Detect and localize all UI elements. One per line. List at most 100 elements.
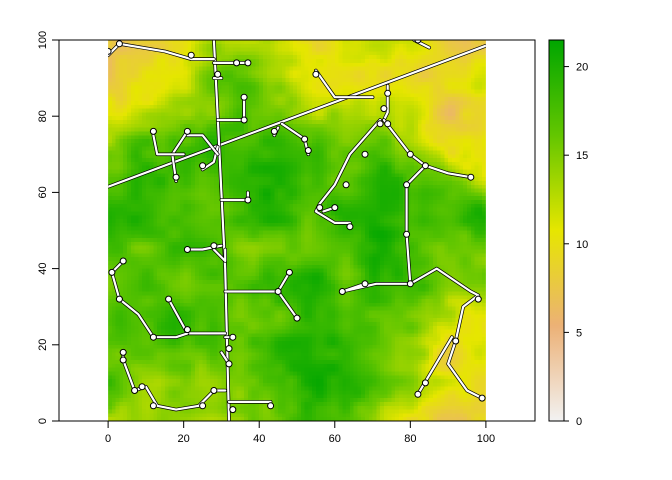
network-node — [474, 295, 482, 303]
x-tick-label: 20 — [178, 433, 190, 445]
road-segment — [186, 134, 219, 156]
road-segment — [314, 118, 382, 224]
network-node — [199, 162, 207, 170]
network-node — [346, 223, 354, 231]
network-node — [301, 135, 309, 143]
network-node — [421, 162, 429, 170]
network-node — [361, 150, 369, 158]
y-tick-label: 80 — [37, 110, 49, 122]
network-node — [304, 147, 312, 154]
network-node — [384, 120, 392, 128]
road-segment — [409, 267, 484, 400]
network-node — [244, 59, 252, 67]
x-tick-label: 40 — [253, 433, 265, 445]
colorbar-tick-label: 5 — [576, 327, 582, 339]
network-node — [285, 268, 293, 276]
raster-heatmap — [108, 40, 486, 421]
x-tick-label: 0 — [105, 433, 111, 445]
x-tick-label: 60 — [329, 433, 341, 445]
road-segment — [405, 164, 427, 285]
network-node — [316, 204, 324, 212]
network-node — [210, 387, 218, 394]
network-node — [149, 333, 157, 341]
y-axis: 0 20 40 60 80 100 — [37, 31, 60, 424]
network-node — [240, 116, 248, 124]
y-tick-label: 0 — [37, 418, 49, 424]
network-node — [138, 383, 146, 391]
x-tick-label: 80 — [404, 433, 416, 445]
network-node — [403, 181, 411, 189]
road-segment — [314, 69, 374, 99]
y-tick-label: 60 — [37, 186, 49, 198]
road-segment — [341, 282, 412, 293]
network-node — [183, 127, 191, 135]
y-tick-label: 100 — [37, 31, 49, 49]
raster-area — [108, 40, 486, 421]
network-nodes — [108, 40, 486, 414]
y-tick-label: 40 — [37, 262, 49, 274]
network-node — [342, 181, 350, 189]
network-node — [108, 268, 116, 276]
network-node — [267, 402, 275, 410]
network-node — [270, 127, 278, 135]
network-node — [131, 387, 139, 394]
colorbar-tick-label: 20 — [576, 62, 588, 74]
network-node — [172, 173, 180, 181]
colorbar-ticks: 0 5 10 15 20 — [564, 62, 588, 428]
network-node — [331, 204, 339, 212]
network-node — [274, 288, 282, 295]
network-node — [414, 40, 422, 44]
network-node — [119, 348, 127, 356]
network-node — [380, 105, 388, 113]
network-node — [119, 356, 127, 364]
network-node — [229, 406, 237, 414]
network-node — [376, 120, 384, 128]
network-node — [119, 257, 127, 265]
colorbar-gradient — [548, 39, 565, 422]
network-node — [108, 47, 112, 55]
network-node — [452, 337, 460, 345]
network-node — [229, 333, 237, 341]
colorbar-legend: 0 5 10 15 20 — [548, 39, 588, 428]
network-node — [312, 70, 320, 78]
x-axis: 0 20 40 60 80 100 — [105, 420, 495, 445]
road-segment — [110, 271, 189, 339]
road-segment — [277, 290, 299, 320]
network-node — [338, 288, 346, 295]
network-node — [225, 345, 233, 353]
network-node — [478, 394, 486, 402]
network-node — [467, 173, 475, 181]
road-segment — [152, 134, 185, 156]
network-node — [165, 295, 173, 303]
network-node — [225, 360, 233, 368]
road-segment — [212, 40, 231, 421]
network-node — [406, 150, 414, 158]
network-node — [214, 70, 222, 78]
road-segment — [108, 42, 215, 61]
network-node — [244, 196, 252, 204]
network-node — [149, 127, 157, 135]
road-segment — [212, 248, 227, 263]
network-node — [421, 379, 429, 387]
network-node — [115, 40, 123, 48]
network-node — [240, 93, 248, 101]
network-node — [199, 402, 207, 410]
x-tick-label: 100 — [477, 433, 495, 445]
colorbar-tick-label: 0 — [576, 416, 582, 428]
network-node — [233, 59, 241, 67]
network-node — [406, 280, 414, 288]
colorbar-tick-label: 15 — [576, 150, 588, 162]
network-node — [115, 295, 123, 303]
network-node — [293, 314, 301, 322]
road-segment — [416, 336, 453, 396]
network-node — [149, 402, 157, 410]
network-node — [414, 390, 422, 398]
network-node — [183, 246, 191, 253]
y-tick-label: 20 — [37, 339, 49, 351]
road-segment — [216, 96, 246, 122]
network-node — [210, 242, 218, 250]
network-node — [403, 230, 411, 238]
colorbar-tick-label: 10 — [576, 239, 588, 251]
network-node — [361, 280, 369, 288]
